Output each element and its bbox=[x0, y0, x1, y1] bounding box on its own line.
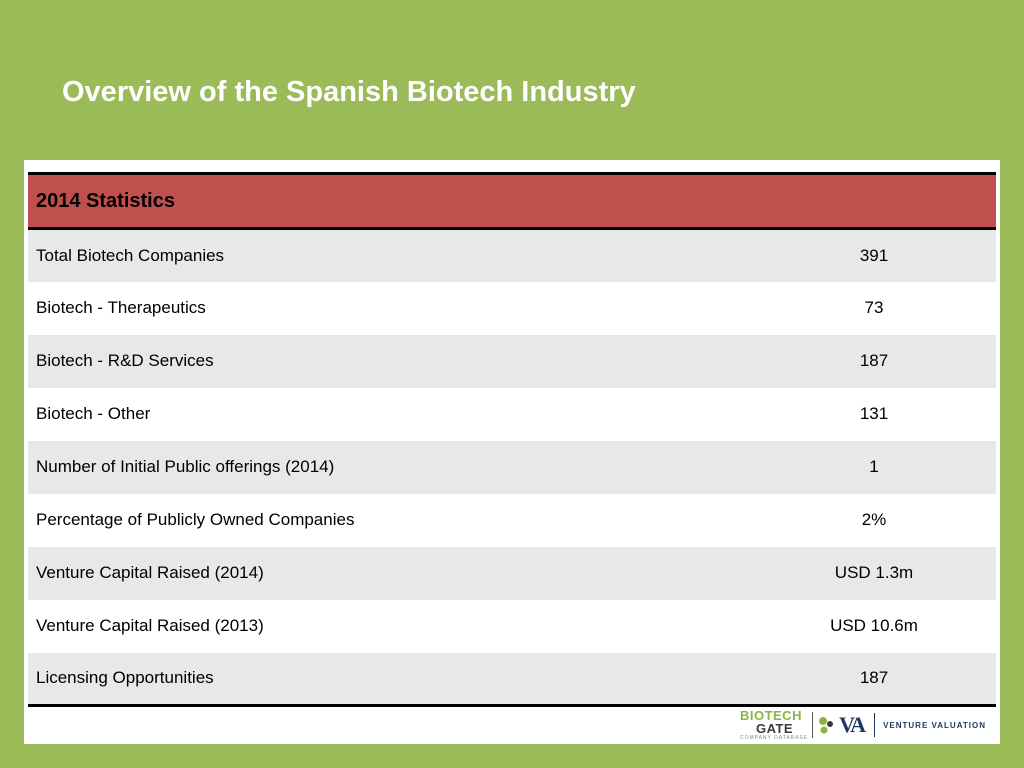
row-label: Percentage of Publicly Owned Companies bbox=[28, 493, 752, 547]
table-row: Percentage of Publicly Owned Companies 2… bbox=[28, 493, 997, 547]
row-value: 1 bbox=[752, 440, 997, 494]
row-value: USD 1.3m bbox=[752, 546, 997, 600]
row-label: Venture Capital Raised (2014) bbox=[28, 546, 752, 600]
statistics-table: 2014 Statistics Total Biotech Companies … bbox=[28, 172, 997, 707]
molecule-dots-icon bbox=[819, 717, 834, 734]
table-row: Biotech - R&D Services 187 bbox=[28, 334, 997, 388]
biotechgate-logo-word2: GATE bbox=[755, 721, 794, 736]
biotechgate-logo: BIOTECH GATE COMPANY DATABASE bbox=[740, 709, 808, 741]
row-value: 73 bbox=[752, 281, 997, 335]
row-value: 187 bbox=[752, 652, 997, 707]
table-row: Biotech - Therapeutics 73 bbox=[28, 281, 997, 335]
row-value: 187 bbox=[752, 334, 997, 388]
row-label: Biotech - Other bbox=[28, 387, 752, 441]
table-header: 2014 Statistics bbox=[28, 172, 997, 230]
table-row: Licensing Opportunities 187 bbox=[28, 652, 997, 707]
row-label: Biotech - R&D Services bbox=[28, 334, 752, 388]
row-value: USD 10.6m bbox=[752, 599, 997, 653]
va-divider bbox=[874, 713, 876, 737]
venture-valuation-text: VENTURE VALUATION bbox=[883, 720, 986, 730]
table-row: Biotech - Other 131 bbox=[28, 387, 997, 441]
biotechgate-logo-word1: BIOTECH bbox=[739, 708, 802, 723]
row-label: Venture Capital Raised (2013) bbox=[28, 599, 752, 653]
table-row: Total Biotech Companies 391 bbox=[28, 228, 997, 282]
biotechgate-logo-tagline: COMPANY DATABASE bbox=[739, 735, 809, 741]
slide-title: Overview of the Spanish Biotech Industry bbox=[62, 76, 636, 108]
content-panel: 2014 Statistics Total Biotech Companies … bbox=[24, 160, 1000, 744]
table-row: Number of Initial Public offerings (2014… bbox=[28, 440, 997, 494]
row-value: 2% bbox=[752, 493, 997, 547]
logo-divider bbox=[812, 712, 814, 738]
row-label: Number of Initial Public offerings (2014… bbox=[28, 440, 752, 494]
table-header-row: 2014 Statistics bbox=[28, 172, 997, 230]
row-value: 391 bbox=[752, 228, 997, 282]
venture-valuation-mark: VA bbox=[839, 712, 866, 737]
row-value: 131 bbox=[752, 387, 997, 441]
table-row: Venture Capital Raised (2014) USD 1.3m bbox=[28, 546, 997, 600]
row-label: Biotech - Therapeutics bbox=[28, 281, 752, 335]
table-row: Venture Capital Raised (2013) USD 10.6m bbox=[28, 599, 997, 653]
row-label: Licensing Opportunities bbox=[28, 652, 752, 707]
footer-logos: BIOTECH GATE COMPANY DATABASE VA VENTURE… bbox=[740, 709, 986, 741]
row-label: Total Biotech Companies bbox=[28, 228, 752, 282]
